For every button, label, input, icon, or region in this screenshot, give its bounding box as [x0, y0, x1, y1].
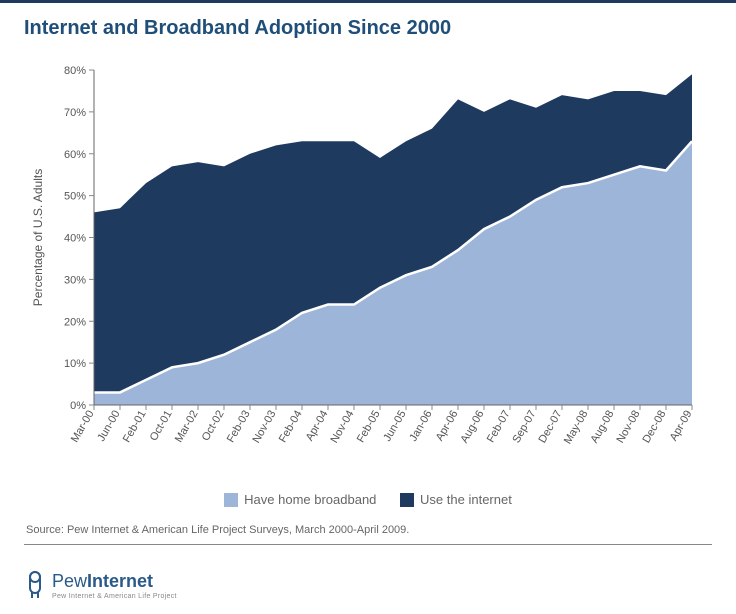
pew-logo-icon [24, 570, 46, 600]
svg-text:70%: 70% [64, 107, 86, 119]
svg-text:Apr-04: Apr-04 [304, 409, 331, 444]
svg-text:Nov-04: Nov-04 [328, 409, 356, 446]
svg-text:Nov-08: Nov-08 [614, 409, 642, 446]
svg-text:Dec-07: Dec-07 [536, 409, 564, 446]
svg-text:May-08: May-08 [562, 409, 591, 447]
svg-text:Jan-06: Jan-06 [407, 409, 434, 444]
svg-text:Percentage of U.S. Adults: Percentage of U.S. Adults [31, 169, 45, 306]
legend-label-internet: Use the internet [420, 492, 512, 507]
svg-text:0%: 0% [70, 400, 86, 412]
svg-text:80%: 80% [64, 65, 86, 77]
footer-subtitle: Pew Internet & American Life Project [52, 593, 177, 600]
svg-text:Feb-01: Feb-01 [121, 409, 149, 445]
svg-text:Oct-02: Oct-02 [200, 409, 227, 444]
legend-label-broadband: Have home broadband [244, 492, 376, 507]
svg-text:10%: 10% [64, 358, 86, 370]
footer-text: PewInternet Pew Internet & American Life… [52, 571, 177, 600]
svg-text:Aug-06: Aug-06 [458, 409, 486, 446]
chart-title: Internet and Broadband Adoption Since 20… [24, 17, 712, 40]
svg-text:60%: 60% [64, 149, 86, 161]
svg-text:Mar-02: Mar-02 [173, 409, 201, 445]
svg-text:Feb-05: Feb-05 [355, 409, 383, 445]
svg-text:Sep-07: Sep-07 [510, 409, 538, 446]
legend-swatch-internet [400, 493, 414, 507]
svg-text:30%: 30% [64, 274, 86, 286]
chart-area: 0%10%20%30%40%50%60%70%80%Mar-00Jun-00Fe… [24, 50, 712, 490]
svg-text:Feb-07: Feb-07 [485, 409, 513, 445]
svg-text:Jun-00: Jun-00 [95, 409, 122, 444]
svg-text:50%: 50% [64, 191, 86, 203]
svg-text:Dec-08: Dec-08 [640, 409, 668, 446]
svg-text:40%: 40% [64, 233, 86, 245]
svg-text:Feb-04: Feb-04 [277, 409, 305, 445]
footer-brand: PewInternet [52, 571, 177, 592]
legend-swatch-broadband [224, 493, 238, 507]
svg-text:Feb-03: Feb-03 [225, 409, 253, 445]
svg-text:Mar-00: Mar-00 [69, 409, 97, 445]
content: Internet and Broadband Adoption Since 20… [0, 3, 736, 545]
divider [24, 544, 712, 545]
legend: Have home broadband Use the internet [24, 492, 712, 510]
svg-text:Jun-05: Jun-05 [381, 409, 408, 444]
svg-text:Oct-01: Oct-01 [148, 409, 175, 444]
legend-item-internet: Use the internet [400, 492, 512, 507]
footer: PewInternet Pew Internet & American Life… [24, 570, 177, 600]
source-text: Source: Pew Internet & American Life Pro… [24, 524, 712, 536]
legend-item-broadband: Have home broadband [224, 492, 376, 507]
footer-brand-internet: Internet [87, 571, 153, 591]
svg-text:Aug-08: Aug-08 [588, 409, 616, 446]
svg-text:Apr-09: Apr-09 [668, 409, 695, 444]
footer-brand-pew: Pew [52, 571, 87, 591]
area-chart-svg: 0%10%20%30%40%50%60%70%80%Mar-00Jun-00Fe… [24, 50, 712, 490]
svg-text:Nov-03: Nov-03 [250, 409, 278, 446]
svg-text:Apr-06: Apr-06 [434, 409, 461, 444]
svg-text:20%: 20% [64, 316, 86, 328]
